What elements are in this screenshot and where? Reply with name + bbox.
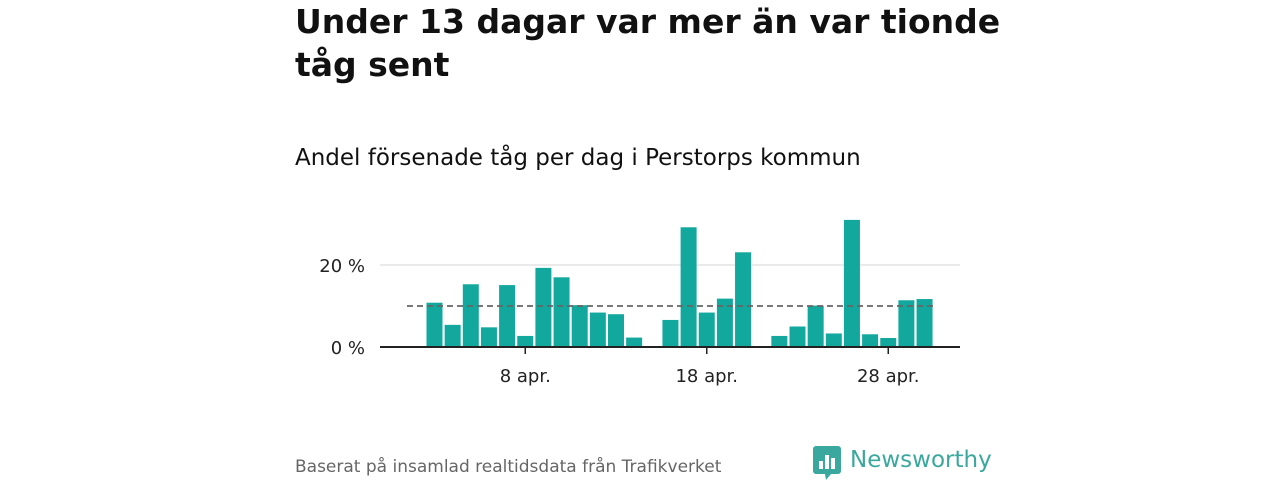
bar bbox=[880, 337, 897, 347]
bar bbox=[843, 219, 860, 347]
bar bbox=[680, 227, 697, 347]
bar bbox=[789, 326, 806, 347]
chart-title: Under 13 dagar var mer än var tionde tåg… bbox=[295, 2, 1001, 84]
source-note: Baserat på insamlad realtidsdata från Tr… bbox=[295, 457, 722, 477]
x-tick-label: 8 apr. bbox=[500, 366, 551, 387]
newsworthy-logo[interactable]: Newsworthy bbox=[813, 446, 992, 480]
bar bbox=[480, 327, 497, 347]
bar bbox=[426, 302, 443, 347]
bar bbox=[535, 267, 552, 347]
x-tick-label: 18 apr. bbox=[675, 366, 738, 387]
bar bbox=[462, 284, 479, 347]
bar bbox=[444, 324, 461, 347]
bar bbox=[589, 312, 606, 347]
bar bbox=[771, 335, 788, 347]
bar bbox=[499, 285, 516, 347]
bar bbox=[517, 335, 534, 347]
x-tick-label: 28 apr. bbox=[857, 366, 920, 387]
bar bbox=[916, 299, 933, 347]
bar bbox=[571, 305, 588, 347]
bar bbox=[807, 305, 824, 347]
bar bbox=[626, 337, 643, 347]
bar bbox=[553, 277, 570, 347]
bar bbox=[608, 314, 624, 347]
brand-name: Newsworthy bbox=[850, 447, 992, 473]
chart-subtitle: Andel försenade tåg per dag i Perstorps … bbox=[295, 145, 861, 171]
bar bbox=[698, 312, 715, 347]
bar bbox=[862, 334, 879, 347]
bar bbox=[716, 298, 733, 347]
y-tick-label: 20 % bbox=[319, 256, 365, 277]
bar bbox=[735, 252, 752, 347]
newsworthy-logo-icon bbox=[813, 446, 841, 480]
y-tick-label: 0 % bbox=[331, 338, 365, 359]
bar bbox=[898, 300, 915, 347]
bar bbox=[662, 319, 679, 347]
bar bbox=[825, 333, 842, 347]
